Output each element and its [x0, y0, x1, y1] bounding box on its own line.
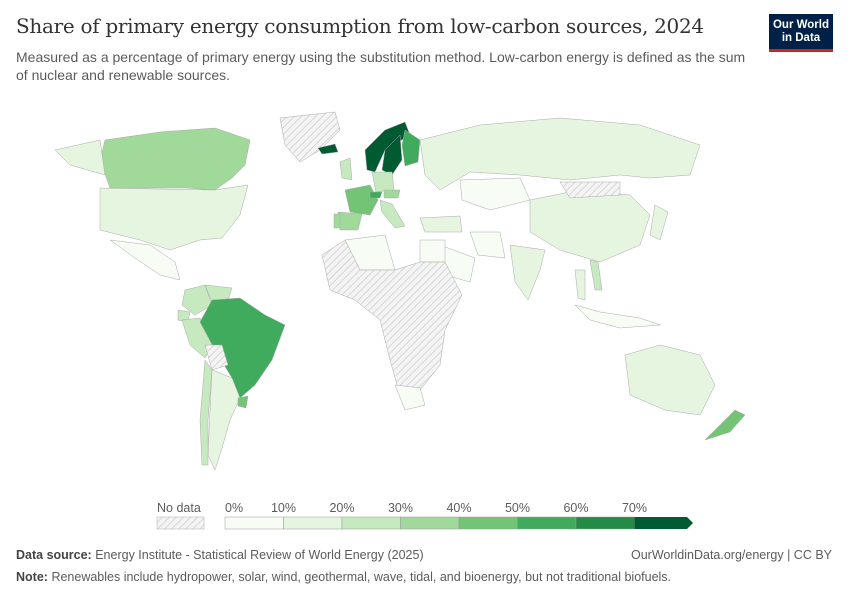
- world-map[interactable]: [0, 95, 850, 490]
- legend-bin-6: [575, 516, 635, 530]
- country-africa-rest[interactable]: [321, 239, 463, 396]
- legend-tick-label: 30%: [388, 501, 413, 515]
- country-iceland[interactable]: [317, 143, 339, 155]
- country-sweden[interactable]: [381, 134, 403, 176]
- legend-bin-4: [458, 516, 518, 530]
- legend-tick-label: 40%: [446, 501, 471, 515]
- legend-tick-label: 0%: [225, 501, 243, 515]
- country-russia[interactable]: [419, 117, 701, 191]
- country-united-kingdom[interactable]: [339, 157, 353, 181]
- country-south-africa[interactable]: [394, 384, 426, 411]
- legend-tick-label: 10%: [271, 501, 296, 515]
- country-alaska-us[interactable]: [54, 139, 106, 176]
- country-united-states[interactable]: [99, 184, 249, 251]
- legend-tick-label: 70%: [622, 501, 647, 515]
- country-uruguay[interactable]: [237, 395, 249, 409]
- legend-bin-5: [517, 516, 577, 530]
- owid-logo[interactable]: Our World in Data: [769, 14, 833, 52]
- country-canada[interactable]: [99, 127, 251, 191]
- legend-tick-label: 50%: [505, 501, 530, 515]
- legend-bin-7: [634, 517, 693, 529]
- country-egypt[interactable]: [419, 239, 446, 263]
- chart-title: Share of primary energy consumption from…: [16, 14, 704, 38]
- legend-bin-2: [341, 516, 401, 530]
- country-argentina[interactable]: [207, 369, 241, 471]
- source-text[interactable]: Energy Institute - Statistical Review of…: [95, 548, 424, 562]
- country-italy[interactable]: [379, 199, 406, 229]
- country-turkey[interactable]: [419, 215, 463, 233]
- country-iran[interactable]: [469, 231, 506, 259]
- country-greenland[interactable]: [279, 111, 341, 163]
- country-indonesia[interactable]: [574, 304, 661, 329]
- country-spain[interactable]: [337, 211, 363, 231]
- country-mexico[interactable]: [109, 239, 181, 281]
- country-australia[interactable]: [624, 344, 716, 416]
- country-austria[interactable]: [383, 189, 401, 199]
- legend-no-data-swatch: [156, 516, 205, 530]
- country-vietnam[interactable]: [589, 259, 603, 291]
- country-china[interactable]: [529, 189, 651, 263]
- country-germany[interactable]: [371, 171, 395, 193]
- chart-subtitle: Measured as a percentage of primary ener…: [16, 49, 746, 83]
- legend-bin-0: [224, 516, 284, 530]
- country-portugal[interactable]: [333, 213, 341, 229]
- country-brazil[interactable]: [199, 297, 286, 399]
- legend-bin-3: [400, 516, 460, 530]
- country-colombia[interactable]: [181, 284, 213, 316]
- chart-note: Note: Renewables include hydropower, sol…: [16, 570, 672, 584]
- legend-no-data-label: No data: [157, 501, 201, 515]
- legend-tick-label: 60%: [563, 501, 588, 515]
- color-legend: No data 0% 10% 20% 30% 40% 50% 60% 70%: [156, 501, 693, 530]
- country-new-zealand[interactable]: [704, 409, 746, 441]
- country-finland[interactable]: [401, 129, 421, 167]
- country-kazakhstan[interactable]: [459, 177, 531, 211]
- legend-tick-label: 20%: [329, 501, 354, 515]
- country-france[interactable]: [344, 184, 379, 216]
- country-india[interactable]: [509, 244, 546, 301]
- country-japan[interactable]: [649, 204, 669, 241]
- country-chile[interactable]: [199, 359, 213, 466]
- country-mongolia[interactable]: [559, 181, 621, 199]
- legend-bin-1: [283, 516, 343, 530]
- source-url[interactable]: OurWorldinData.org/energy | CC BY: [630, 548, 832, 562]
- data-source: Data source: Energy Institute - Statisti…: [16, 548, 424, 562]
- country-thailand[interactable]: [574, 269, 586, 301]
- country-switzerland[interactable]: [369, 191, 383, 199]
- country-bolivia[interactable]: [204, 344, 229, 371]
